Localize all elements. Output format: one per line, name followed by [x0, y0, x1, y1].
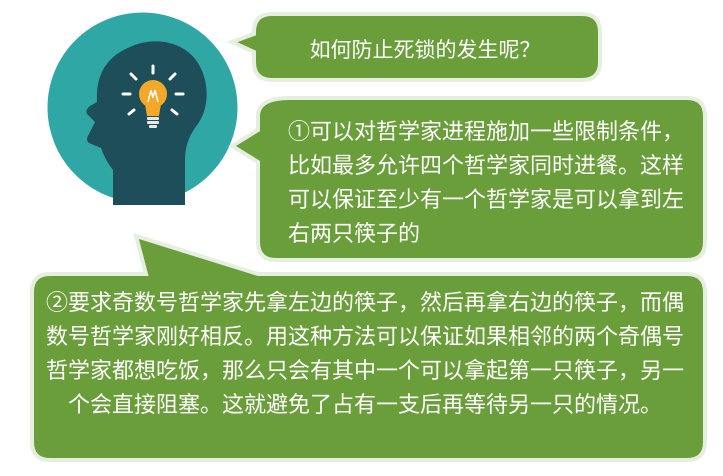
lightbulb-icon [139, 80, 167, 128]
solution-1-text: ①可以对哲学家进程施加一些限制条件，比如最多允许四个哲学家同时进餐。这样可以保证… [288, 120, 685, 247]
light-rays [121, 64, 185, 116]
solution-2-bubble-shape [30, 233, 707, 462]
thinking-head-svg [47, 12, 238, 206]
question-text: 如何防止死锁的发生呢？ [309, 37, 541, 62]
thinking-head-icon [45, 10, 240, 206]
question-bubble-shape [226, 12, 602, 82]
head-silhouette [86, 41, 207, 206]
solution-1-bubble-shape [228, 96, 707, 262]
solution-2-text: ②要求奇数号哲学家先拿左边的筷子，然后再拿右边的筷子，而偶数号哲学家刚好相反。用… [45, 291, 684, 418]
